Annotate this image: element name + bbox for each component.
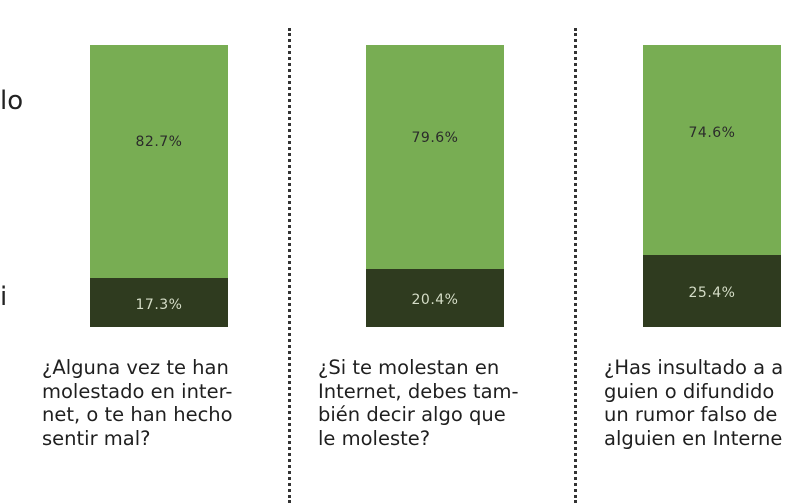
side-fragment-1: lo <box>0 86 24 116</box>
bar-1: 82.7% 17.3% <box>90 45 228 327</box>
bar-2-yes-segment: 79.6% <box>366 45 504 269</box>
bar-2-no-segment: 20.4% <box>366 269 504 327</box>
question-2-line-2: Internet, debes tam- <box>318 379 519 403</box>
bar-3-no-segment: 25.4% <box>643 255 781 327</box>
bar-3-no-label: 25.4% <box>688 285 736 301</box>
question-3-line-3: un rumor falso de <box>604 403 778 426</box>
question-2-line-1: ¿Si te molestan en <box>318 356 500 379</box>
divider-1 <box>288 28 291 503</box>
question-1: ¿Alguna vez te han molestado en inter- n… <box>42 356 233 450</box>
bar-2-no-label: 20.4% <box>411 292 459 308</box>
question-1-line-1: ¿Alguna vez te han <box>42 356 229 379</box>
question-2: ¿Si te molestan en Internet, debes tam- … <box>318 356 519 450</box>
bar-2-yes-label: 79.6% <box>411 130 459 146</box>
question-3-line-4: alguien en Interne <box>604 426 783 450</box>
question-3-line-1: ¿Has insultado a a <box>604 356 784 379</box>
bar-3: 74.6% 25.4% <box>643 45 781 327</box>
bar-2: 79.6% 20.4% <box>366 45 504 327</box>
bar-1-no-label: 17.3% <box>135 297 183 313</box>
question-2-line-3: bién decir algo que <box>318 403 506 426</box>
question-3: ¿Has insultado a a guien o difundido un … <box>604 356 783 450</box>
divider-2 <box>574 28 577 503</box>
bar-1-yes-label: 82.7% <box>135 134 183 150</box>
question-2-line-4: le moleste? <box>318 426 431 450</box>
bar-3-yes-segment: 74.6% <box>643 45 781 255</box>
question-1-line-2: molestado en inter- <box>42 379 233 403</box>
bar-1-yes-segment: 82.7% <box>90 45 228 278</box>
bar-3-yes-label: 74.6% <box>688 125 736 141</box>
question-1-line-4: sentir mal? <box>42 426 151 450</box>
bar-1-no-segment: 17.3% <box>90 278 228 327</box>
side-fragment-2: i <box>0 282 8 312</box>
question-3-line-2: guien o difundido <box>604 379 775 403</box>
question-1-line-3: net, o te han hecho <box>42 403 233 426</box>
